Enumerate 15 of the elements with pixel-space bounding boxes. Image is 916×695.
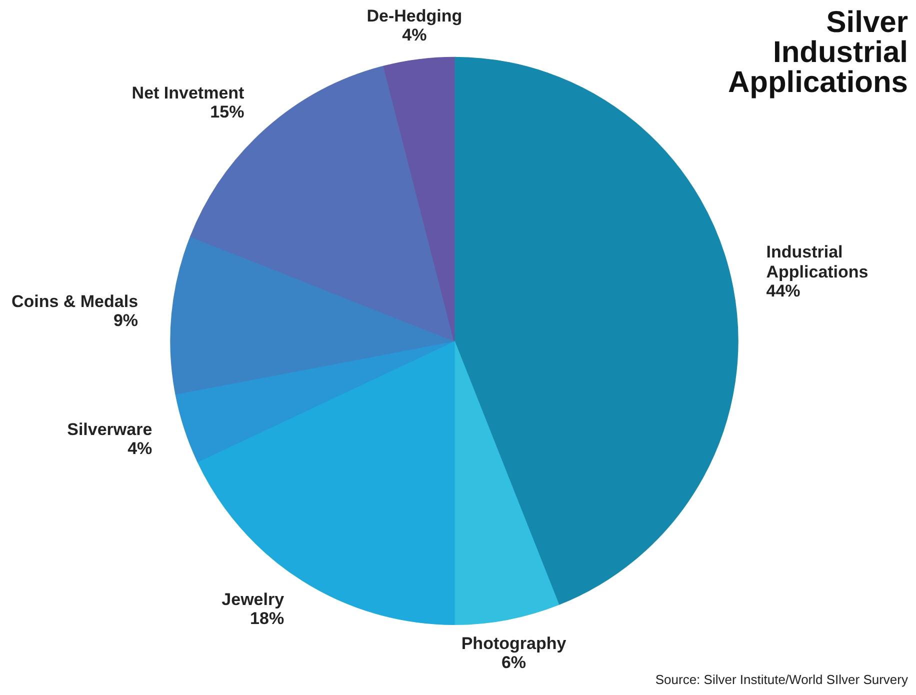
data-label: 15%	[210, 102, 244, 122]
data-label: 18%	[250, 609, 284, 628]
data-label: 6%	[501, 652, 526, 672]
source-note: Source: Silver Institute/World SIlver Survery	[655, 672, 908, 687]
slice-label: Industrial Applications	[766, 242, 868, 282]
slice-label: Coins & Medals	[11, 292, 138, 312]
data-label: 4%	[128, 439, 152, 458]
slice-label: Photography	[461, 634, 567, 653]
slice-label: Jewelry	[222, 590, 285, 610]
slice-label: Silverware	[67, 420, 152, 440]
slice-label: Net Invetment	[132, 84, 245, 103]
slice-label: De-Hedging	[366, 6, 462, 26]
data-label: 9%	[113, 311, 138, 330]
data-label: 44%	[766, 281, 800, 300]
data-label: 4%	[402, 26, 427, 45]
